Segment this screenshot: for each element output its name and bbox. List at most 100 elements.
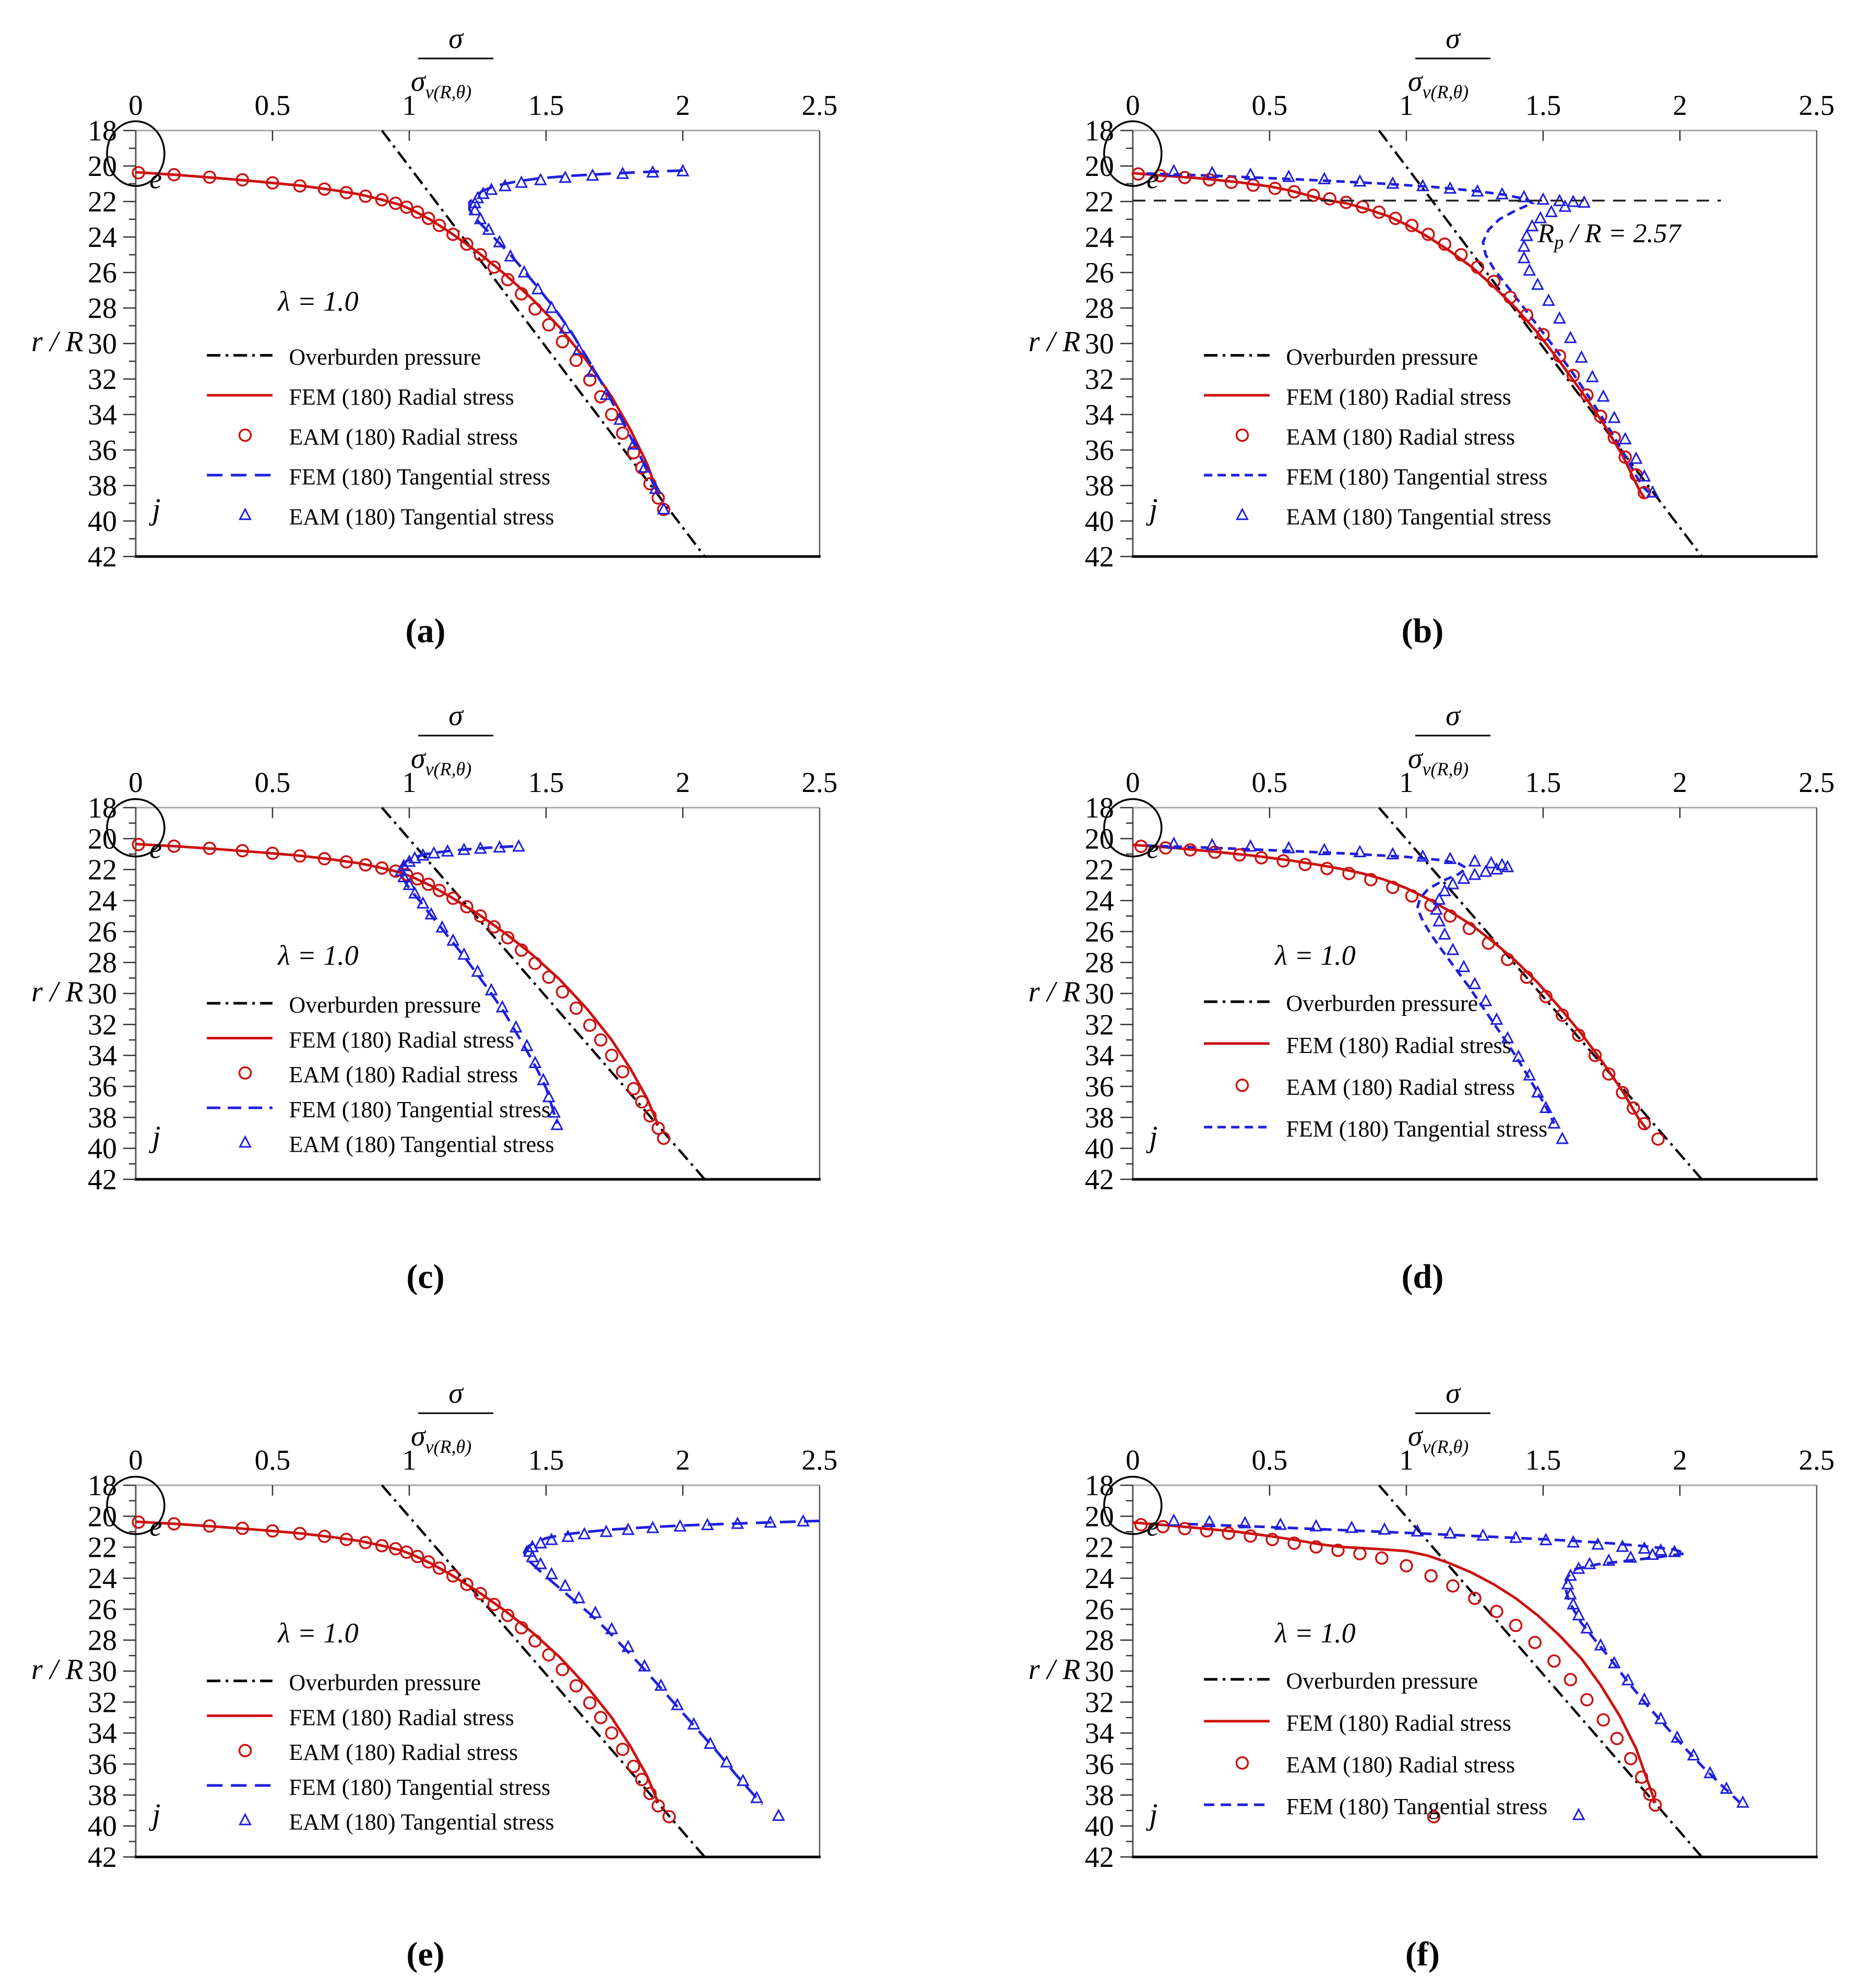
legend: Overburden pressure FEM (180) Radial stre…	[207, 345, 554, 530]
y-tick-label: 40	[88, 1810, 117, 1843]
legend-label-overburden: Overburden pressure	[1286, 991, 1478, 1016]
y-tick-label: 24	[1085, 1563, 1114, 1595]
y-tick-label: 30	[1085, 328, 1114, 360]
fem-radial-stress-line	[135, 171, 660, 495]
eam-tangential-stress-markers	[523, 1514, 810, 1821]
legend-label-overburden: Overburden pressure	[289, 345, 481, 370]
y-tick-label: 26	[1085, 257, 1114, 289]
annotation-j: j	[148, 1120, 160, 1154]
annotation-j: j	[1145, 1120, 1157, 1154]
x-axis: 0 0.5 1 1.5 2 2.5	[1126, 766, 1834, 818]
legend-label-fem_radial: FEM (180) Radial stress	[1286, 384, 1511, 410]
eam-radial-stress-markers	[1134, 839, 1665, 1146]
legend-circle-marker	[238, 428, 252, 442]
panel-label: (f)	[1405, 1935, 1440, 1973]
y-tick-label: 24	[1085, 221, 1114, 254]
legend-label-eam_tangential: EAM (180) Tangential stress	[289, 1132, 554, 1157]
overburden-pressure-line	[1378, 129, 1703, 558]
y-tick-label: 18	[88, 115, 117, 147]
y-axis-label: r / R	[31, 326, 84, 358]
fem-radial-stress-line	[1132, 172, 1646, 499]
legend-label-eam_radial: EAM (180) Radial stress	[1286, 424, 1515, 450]
x-tick-label: 2.5	[802, 1444, 838, 1476]
x-tick-label: 2	[676, 89, 690, 121]
x-tick-label: 2	[676, 766, 690, 798]
panel-a-chart: 0 0.5 1 1.5 2 2.5 σ σv(R,θ) 18202224262830323436…	[31, 22, 837, 650]
legend-triangle-marker	[239, 1135, 252, 1148]
eam-radial-stress-markers	[1134, 1518, 1662, 1824]
x-tick-label: 0.5	[1252, 1444, 1288, 1476]
x-axis: 0 0.5 1 1.5 2 2.5	[128, 1444, 837, 1496]
y-tick-label: 36	[1085, 1748, 1114, 1781]
y-tick-label: 32	[88, 1009, 117, 1041]
fem-tangential-stress-line	[399, 845, 559, 1124]
y-tick-label: 20	[1085, 1500, 1114, 1533]
x-tick-label: 0.5	[1252, 89, 1288, 121]
y-tick-label: 24	[1085, 885, 1114, 917]
panel-label: (e)	[406, 1935, 444, 1973]
y-tick-label: 22	[1085, 854, 1114, 886]
x-tick-label: 1	[402, 766, 417, 798]
tunnel-circle	[1103, 798, 1163, 858]
legend-label-eam_radial: EAM (180) Radial stress	[289, 424, 518, 450]
legend-triangle-marker	[239, 1813, 252, 1826]
y-tick-label: 28	[88, 292, 117, 325]
y-tick-label: 32	[88, 363, 117, 396]
legend-circle-marker	[1235, 1756, 1249, 1770]
panel-b-chart: 0 0.5 1 1.5 2 2.5 σ σv(R,θ) 18202224262830323436…	[1028, 22, 1834, 650]
overburden-pressure-line	[381, 129, 706, 558]
y-tick-label: 34	[1085, 399, 1114, 431]
y-tick-label: 20	[1085, 150, 1114, 183]
y-tick-label: 32	[88, 1686, 117, 1719]
panel-label: (b)	[1402, 612, 1444, 650]
legend-label-eam_radial: EAM (180) Radial stress	[1286, 1752, 1515, 1778]
legend-label-fem_tangential: FEM (180) Tangential stress	[289, 1774, 550, 1800]
y-tick-label: 22	[88, 186, 117, 218]
x-tick-label: 1.5	[528, 1444, 564, 1476]
x-axis: 0 0.5 1 1.5 2 2.5	[128, 89, 837, 141]
legend-label-fem_radial: FEM (180) Radial stress	[289, 384, 514, 410]
y-tick-label: 28	[88, 1625, 117, 1657]
x-tick-label: 2	[676, 1444, 690, 1476]
x-title-numerator: σ	[1446, 22, 1461, 55]
legend-label-eam_tangential: EAM (180) Tangential stress	[289, 1809, 554, 1835]
y-tick-label: 38	[88, 1102, 117, 1134]
annotation-e: e	[1146, 163, 1159, 195]
x-tick-label: 0	[128, 1444, 143, 1476]
y-tick-label: 30	[1085, 978, 1114, 1010]
x-title-denominator: σv(R,θ)	[1408, 65, 1468, 102]
y-tick-label: 38	[1085, 1779, 1114, 1812]
panel-label: (c)	[406, 1258, 444, 1296]
rp-ratio-annotation: Rp / R = 2.57	[1537, 219, 1682, 253]
legend: Overburden pressure FEM (180) Radial stre…	[1204, 1668, 1547, 1819]
x-tick-label: 1	[402, 1444, 417, 1476]
x-title-numerator: σ	[1446, 700, 1461, 732]
y-axis-label: r / R	[1028, 326, 1081, 358]
y-tick-label: 24	[88, 221, 117, 254]
y-tick-label: 26	[88, 916, 117, 948]
legend-circle-marker	[1235, 1079, 1249, 1092]
y-tick-label: 22	[88, 854, 117, 886]
y-tick-label: 36	[88, 1748, 117, 1781]
x-tick-label: 2.5	[802, 766, 838, 798]
fem-radial-stress-line	[1132, 1521, 1657, 1803]
x-axis-title: σ σv(R,θ)	[411, 1377, 494, 1457]
eam-tangential-stress-markers	[394, 839, 564, 1130]
y-tick-label: 34	[1085, 1718, 1114, 1750]
y-tick-label: 26	[1085, 916, 1114, 948]
y-axis-label: r / R	[31, 1653, 84, 1686]
y-tick-label: 20	[1085, 823, 1114, 855]
y-tick-label: 34	[88, 399, 117, 431]
panel-d-chart: 0 0.5 1 1.5 2 2.5 σ σv(R,θ) 18202224262830323436…	[1028, 700, 1834, 1296]
x-tick-label: 1	[1399, 766, 1414, 798]
legend-triangle-marker	[239, 507, 252, 520]
legend-label-fem_tangential: FEM (180) Tangential stress	[289, 1097, 550, 1122]
panel-e-chart: 0 0.5 1 1.5 2 2.5 σ σv(R,θ) 18202224262830323436…	[31, 1377, 837, 1973]
legend-label-overburden: Overburden pressure	[289, 992, 481, 1018]
x-axis: 0 0.5 1 1.5 2 2.5	[1126, 89, 1834, 141]
x-tick-label: 2.5	[1799, 1444, 1835, 1476]
